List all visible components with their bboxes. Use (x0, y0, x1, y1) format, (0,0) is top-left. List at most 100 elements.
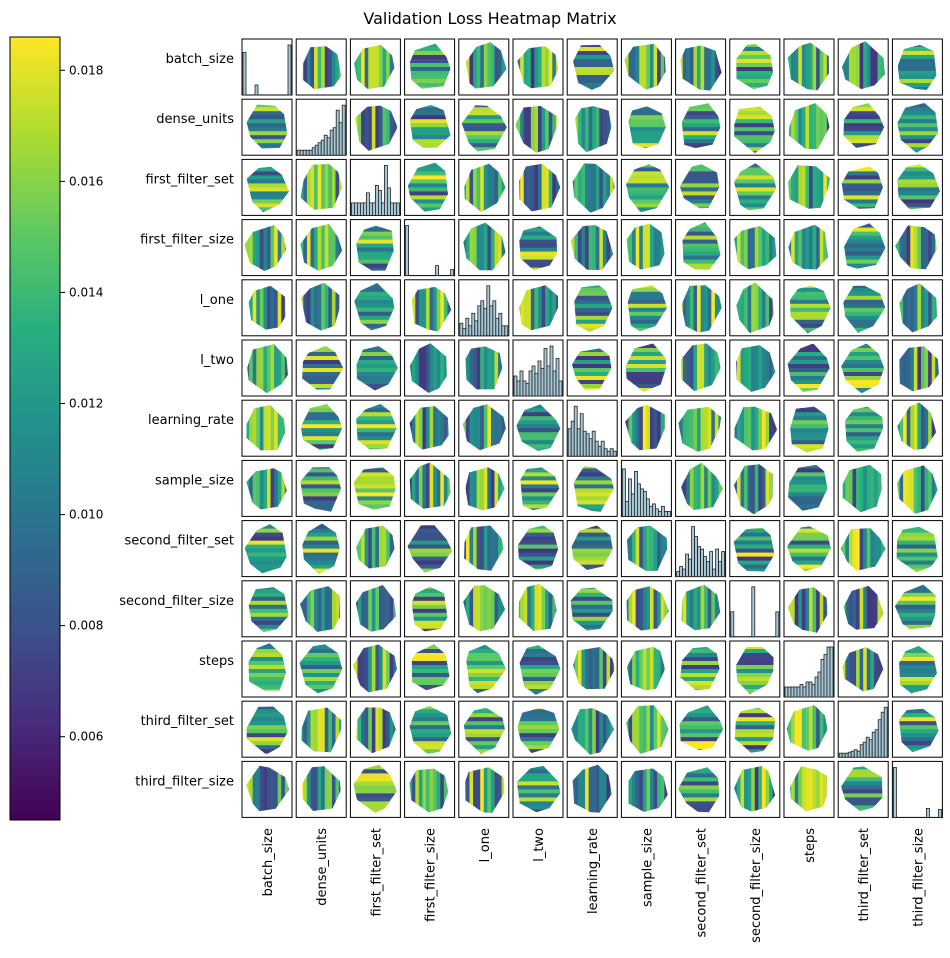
loss-surface (518, 583, 557, 631)
histogram-cell (241, 38, 293, 96)
histogram-bar (341, 104, 346, 156)
heatmap-cell (729, 219, 781, 277)
histogram-bar (856, 750, 861, 758)
histogram-bar (691, 526, 695, 577)
heatmap-cell (891, 339, 943, 397)
histogram-bar (296, 149, 301, 156)
heatmap-cell (241, 580, 293, 638)
heatmap-cell (295, 158, 347, 216)
histogram-bar (353, 202, 358, 216)
histogram-bar (570, 420, 575, 457)
heatmap-cell (241, 459, 293, 517)
histogram-bar (462, 327, 467, 337)
heatmap-cell (566, 279, 618, 337)
loss-surface (465, 767, 505, 813)
histogram-bar (643, 490, 647, 517)
histogram-bar (823, 654, 828, 698)
loss-surface (680, 45, 722, 91)
histogram-bar (314, 144, 319, 156)
heatmap-cell (566, 640, 618, 698)
heatmap-cell (783, 339, 835, 397)
histogram-bar (862, 741, 867, 758)
loss-surface (896, 526, 938, 573)
loss-surface (464, 163, 506, 212)
loss-surface (246, 166, 290, 213)
column-label: second_filter_size (749, 828, 764, 943)
heatmap-cell (837, 760, 889, 818)
histogram-bar (594, 440, 599, 457)
cell-frame (241, 38, 293, 96)
loss-surface (789, 766, 827, 812)
loss-surface (410, 343, 447, 393)
heatmap-cell (458, 520, 510, 578)
loss-surface (409, 462, 451, 509)
colorbar-gradient (9, 36, 61, 821)
histogram-bar (302, 149, 307, 156)
heatmap-cell (891, 459, 943, 517)
histogram-bar (287, 44, 292, 96)
loss-surface (572, 348, 612, 391)
loss-surface (244, 524, 287, 574)
colorbar-tick-label: 0.008 (69, 619, 103, 633)
loss-surface (788, 165, 830, 209)
histogram-bar (718, 561, 722, 577)
column-label: first_filter_size (424, 828, 439, 922)
loss-surface (465, 467, 505, 511)
heatmap-cell (837, 459, 889, 517)
colorbar-tick-label: 0.016 (69, 174, 103, 188)
chart-title: Validation Loss Heatmap Matrix (363, 9, 616, 28)
loss-surface (356, 525, 395, 569)
loss-surface (736, 646, 774, 694)
histogram-bar (814, 676, 819, 698)
heatmap-cell (566, 38, 618, 96)
heatmap-cell (837, 339, 889, 397)
heatmap-cell (295, 219, 347, 277)
histogram-bar (865, 736, 870, 758)
heatmap-cell (458, 399, 510, 457)
row-label: l_one (200, 293, 234, 308)
row-label: dense_units (156, 112, 234, 127)
loss-surface (574, 285, 613, 332)
histogram-bar (299, 149, 304, 156)
histogram-bar (661, 505, 665, 517)
heatmap-cell (729, 399, 781, 457)
histogram-bar (820, 659, 825, 698)
heatmap-cell (783, 580, 835, 638)
loss-surface (787, 526, 831, 572)
loss-surface (897, 44, 937, 90)
histogram-bar (362, 202, 367, 216)
heatmap-cell (729, 459, 781, 517)
histogram-bar (622, 468, 626, 517)
heatmap-cell (241, 339, 293, 397)
histogram-bar (585, 433, 590, 457)
heatmap-cell (566, 700, 618, 758)
loss-surface (680, 462, 723, 510)
histogram-bar (335, 109, 340, 156)
histogram-bar (796, 686, 801, 698)
histogram-bar (591, 430, 596, 457)
histogram-bar (552, 370, 557, 397)
histogram-bar (700, 548, 704, 577)
loss-surface (840, 528, 886, 571)
histogram-bar (395, 202, 400, 216)
heatmap-cell (458, 580, 510, 638)
histogram-bar (787, 686, 792, 698)
heatmap-cell (512, 98, 564, 156)
histogram-bar (350, 202, 355, 216)
loss-surface (299, 644, 343, 694)
histogram-bar (465, 317, 470, 337)
loss-surface (895, 225, 937, 270)
histogram-bar (877, 719, 882, 758)
row-label: sample_size (155, 473, 234, 488)
histogram-bar (332, 127, 337, 156)
loss-surface (520, 467, 560, 511)
histogram-bar (371, 202, 376, 216)
heatmap-cell (783, 158, 835, 216)
heatmap-cell (349, 520, 401, 578)
heatmap-cell (783, 98, 835, 156)
histogram-bar (775, 611, 780, 638)
column-label: l_two (532, 828, 547, 862)
loss-surface (463, 707, 505, 754)
histogram-bar (305, 149, 310, 156)
loss-surface (302, 523, 340, 575)
